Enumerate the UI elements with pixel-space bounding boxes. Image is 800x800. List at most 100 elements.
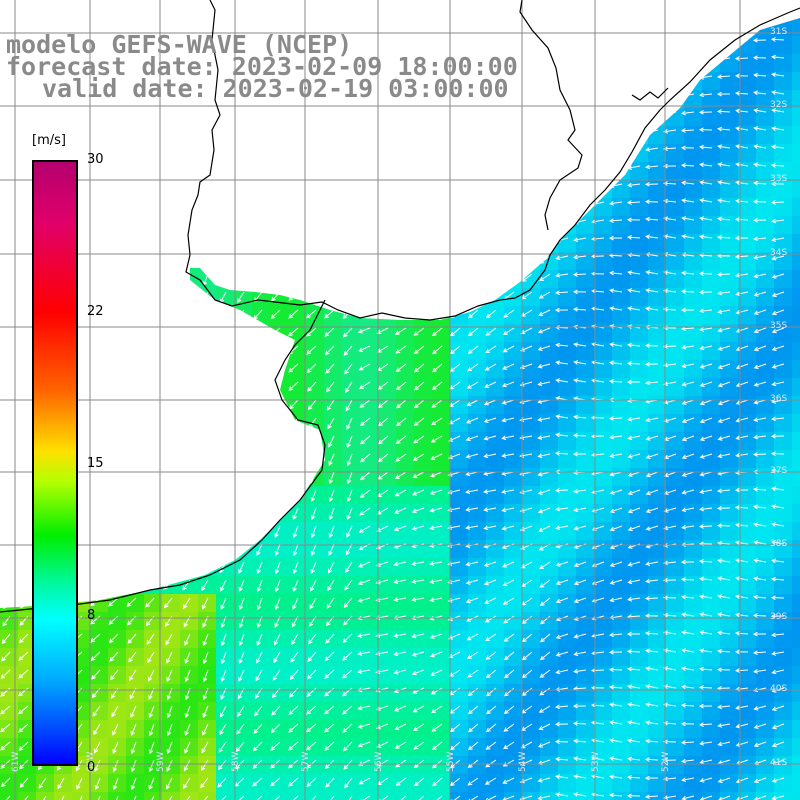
wind-cell xyxy=(594,738,612,756)
wind-cell xyxy=(792,774,800,792)
wind-cell xyxy=(666,396,684,414)
wind-cell xyxy=(666,162,684,180)
wind-cell xyxy=(396,486,414,504)
wind-cell xyxy=(792,630,800,648)
wind-arrow xyxy=(681,471,695,477)
wind-arrow xyxy=(626,200,641,205)
wind-arrow xyxy=(90,615,101,625)
wind-cell xyxy=(774,162,792,180)
wind-cell xyxy=(774,288,792,306)
wind-arrow xyxy=(431,327,443,337)
wind-cell xyxy=(396,594,414,612)
wind-cell xyxy=(720,342,738,360)
wind-cell xyxy=(126,648,144,666)
wind-arrow xyxy=(645,720,659,725)
wind-arrow xyxy=(357,741,371,748)
wind-cell xyxy=(108,666,126,684)
wind-cell xyxy=(738,486,756,504)
wind-cell xyxy=(504,594,522,612)
wind-cell xyxy=(738,288,756,306)
wind-arrow xyxy=(735,741,749,747)
wind-cell xyxy=(684,486,702,504)
wind-cell xyxy=(558,540,576,558)
wind-cell xyxy=(684,234,702,252)
wind-cell xyxy=(270,720,288,738)
wind-arrow xyxy=(521,651,533,661)
wind-cell xyxy=(792,684,800,702)
wind-cell xyxy=(666,630,684,648)
wind-cell xyxy=(414,756,432,774)
wind-cell xyxy=(18,720,36,738)
wind-cell xyxy=(648,738,666,756)
wind-arrow xyxy=(395,777,407,786)
wind-cell xyxy=(702,342,720,360)
wind-arrow xyxy=(717,144,731,149)
wind-arrow xyxy=(662,163,677,169)
wind-cell xyxy=(594,612,612,630)
wind-arrow xyxy=(699,489,713,494)
wind-arrow xyxy=(357,669,371,674)
wind-arrow xyxy=(274,525,281,538)
wind-cell xyxy=(666,486,684,504)
wind-cell xyxy=(234,684,252,702)
wind-cell xyxy=(432,378,450,396)
land-mask-south xyxy=(0,0,325,608)
wind-cell xyxy=(738,198,756,216)
wind-arrow xyxy=(609,756,623,761)
wind-arrow xyxy=(483,579,497,586)
wind-arrow xyxy=(698,109,713,115)
wind-arrow xyxy=(735,522,749,528)
wind-cell xyxy=(342,324,360,342)
wind-cell xyxy=(702,504,720,522)
wind-cell xyxy=(666,648,684,666)
wind-cell xyxy=(630,342,648,360)
wind-cell xyxy=(234,774,252,792)
wind-cell xyxy=(18,774,36,792)
wind-cell xyxy=(576,720,594,738)
wind-cell xyxy=(252,792,270,800)
wind-arrow xyxy=(429,561,443,566)
wind-cell xyxy=(774,684,792,702)
wind-arrow xyxy=(770,200,785,205)
wind-cell xyxy=(738,612,756,630)
wind-arrow xyxy=(753,144,767,149)
wind-cell xyxy=(612,306,630,324)
wind-cell xyxy=(612,288,630,306)
wind-cell xyxy=(756,306,774,324)
wind-arrow xyxy=(485,327,497,336)
wind-cell xyxy=(504,702,522,720)
wind-arrow xyxy=(717,741,731,747)
wind-arrow xyxy=(324,723,335,733)
wind-cell xyxy=(576,270,594,288)
wind-cell xyxy=(306,360,324,378)
wind-arrow xyxy=(307,399,317,411)
wind-cell xyxy=(792,90,800,108)
wind-arrow xyxy=(771,705,785,711)
wind-arrow xyxy=(609,720,623,725)
wind-cell xyxy=(738,468,756,486)
wind-cell xyxy=(468,432,486,450)
wind-arrow xyxy=(645,684,659,689)
wind-cell xyxy=(720,540,738,558)
wind-cell xyxy=(738,360,756,378)
wind-cell xyxy=(774,414,792,432)
wind-cell xyxy=(18,648,36,666)
wind-arrow xyxy=(735,327,749,333)
wind-cell xyxy=(720,144,738,162)
wind-arrow xyxy=(503,615,515,624)
wind-cell xyxy=(720,378,738,396)
wind-cell xyxy=(270,558,288,576)
wind-arrow xyxy=(753,309,767,315)
wind-cell xyxy=(504,342,522,360)
wind-arrow xyxy=(698,127,713,133)
wind-cell xyxy=(324,324,342,342)
wind-cell xyxy=(360,414,378,432)
wind-arrow xyxy=(412,489,425,496)
wind-arrow xyxy=(717,180,731,185)
wind-arrow xyxy=(680,307,695,313)
wind-cell xyxy=(252,756,270,774)
wind-arrow xyxy=(90,651,101,662)
wind-cell xyxy=(702,90,720,108)
wind-cell xyxy=(486,558,504,576)
wind-cell xyxy=(432,702,450,720)
